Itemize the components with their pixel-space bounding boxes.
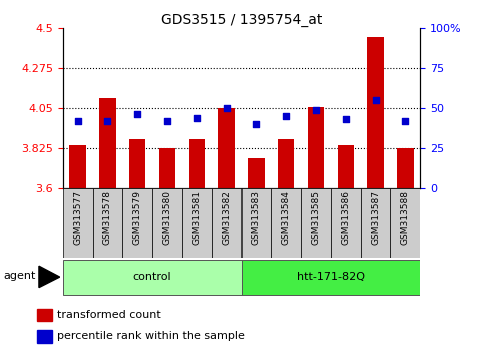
Text: GSM313588: GSM313588: [401, 190, 410, 245]
Point: [401, 118, 409, 124]
Bar: [301, 188, 331, 258]
Bar: [242, 261, 420, 295]
Bar: [152, 188, 182, 258]
Bar: [338, 145, 354, 188]
Text: GSM313582: GSM313582: [222, 190, 231, 245]
Bar: [129, 139, 145, 188]
Bar: [308, 107, 324, 188]
Bar: [37, 309, 53, 321]
Bar: [37, 330, 53, 343]
Point: [163, 118, 171, 124]
Text: transformed count: transformed count: [57, 310, 160, 320]
Bar: [397, 148, 413, 188]
Text: htt-171-82Q: htt-171-82Q: [297, 272, 365, 282]
Point: [104, 118, 112, 124]
Text: GSM313577: GSM313577: [73, 190, 82, 245]
Text: GSM313583: GSM313583: [252, 190, 261, 245]
Text: percentile rank within the sample: percentile rank within the sample: [57, 331, 244, 341]
Point: [372, 97, 380, 103]
Text: GSM313585: GSM313585: [312, 190, 320, 245]
Text: GSM313587: GSM313587: [371, 190, 380, 245]
Bar: [278, 139, 294, 188]
Bar: [271, 188, 301, 258]
Bar: [218, 108, 235, 188]
Polygon shape: [39, 266, 60, 287]
Bar: [248, 158, 265, 188]
Title: GDS3515 / 1395754_at: GDS3515 / 1395754_at: [161, 13, 322, 27]
Text: GSM313586: GSM313586: [341, 190, 350, 245]
Point: [282, 113, 290, 119]
Point: [223, 105, 230, 111]
Bar: [368, 37, 384, 188]
Bar: [390, 188, 420, 258]
Text: GSM313580: GSM313580: [163, 190, 171, 245]
Bar: [361, 188, 390, 258]
Point: [193, 115, 201, 120]
Text: control: control: [133, 272, 171, 282]
Text: GSM313584: GSM313584: [282, 190, 291, 245]
Point: [342, 116, 350, 122]
Text: GSM313578: GSM313578: [103, 190, 112, 245]
Point: [133, 112, 141, 117]
Point: [312, 107, 320, 113]
Bar: [212, 188, 242, 258]
Bar: [70, 145, 86, 188]
Text: GSM313579: GSM313579: [133, 190, 142, 245]
Point: [74, 118, 82, 124]
Bar: [93, 188, 122, 258]
Bar: [331, 188, 361, 258]
Bar: [122, 188, 152, 258]
Bar: [182, 188, 212, 258]
Text: GSM313581: GSM313581: [192, 190, 201, 245]
Text: agent: agent: [3, 271, 36, 281]
Point: [253, 121, 260, 127]
Bar: [242, 188, 271, 258]
Bar: [99, 98, 115, 188]
Bar: [63, 188, 93, 258]
Bar: [189, 139, 205, 188]
Bar: [63, 261, 242, 295]
Bar: [159, 148, 175, 188]
